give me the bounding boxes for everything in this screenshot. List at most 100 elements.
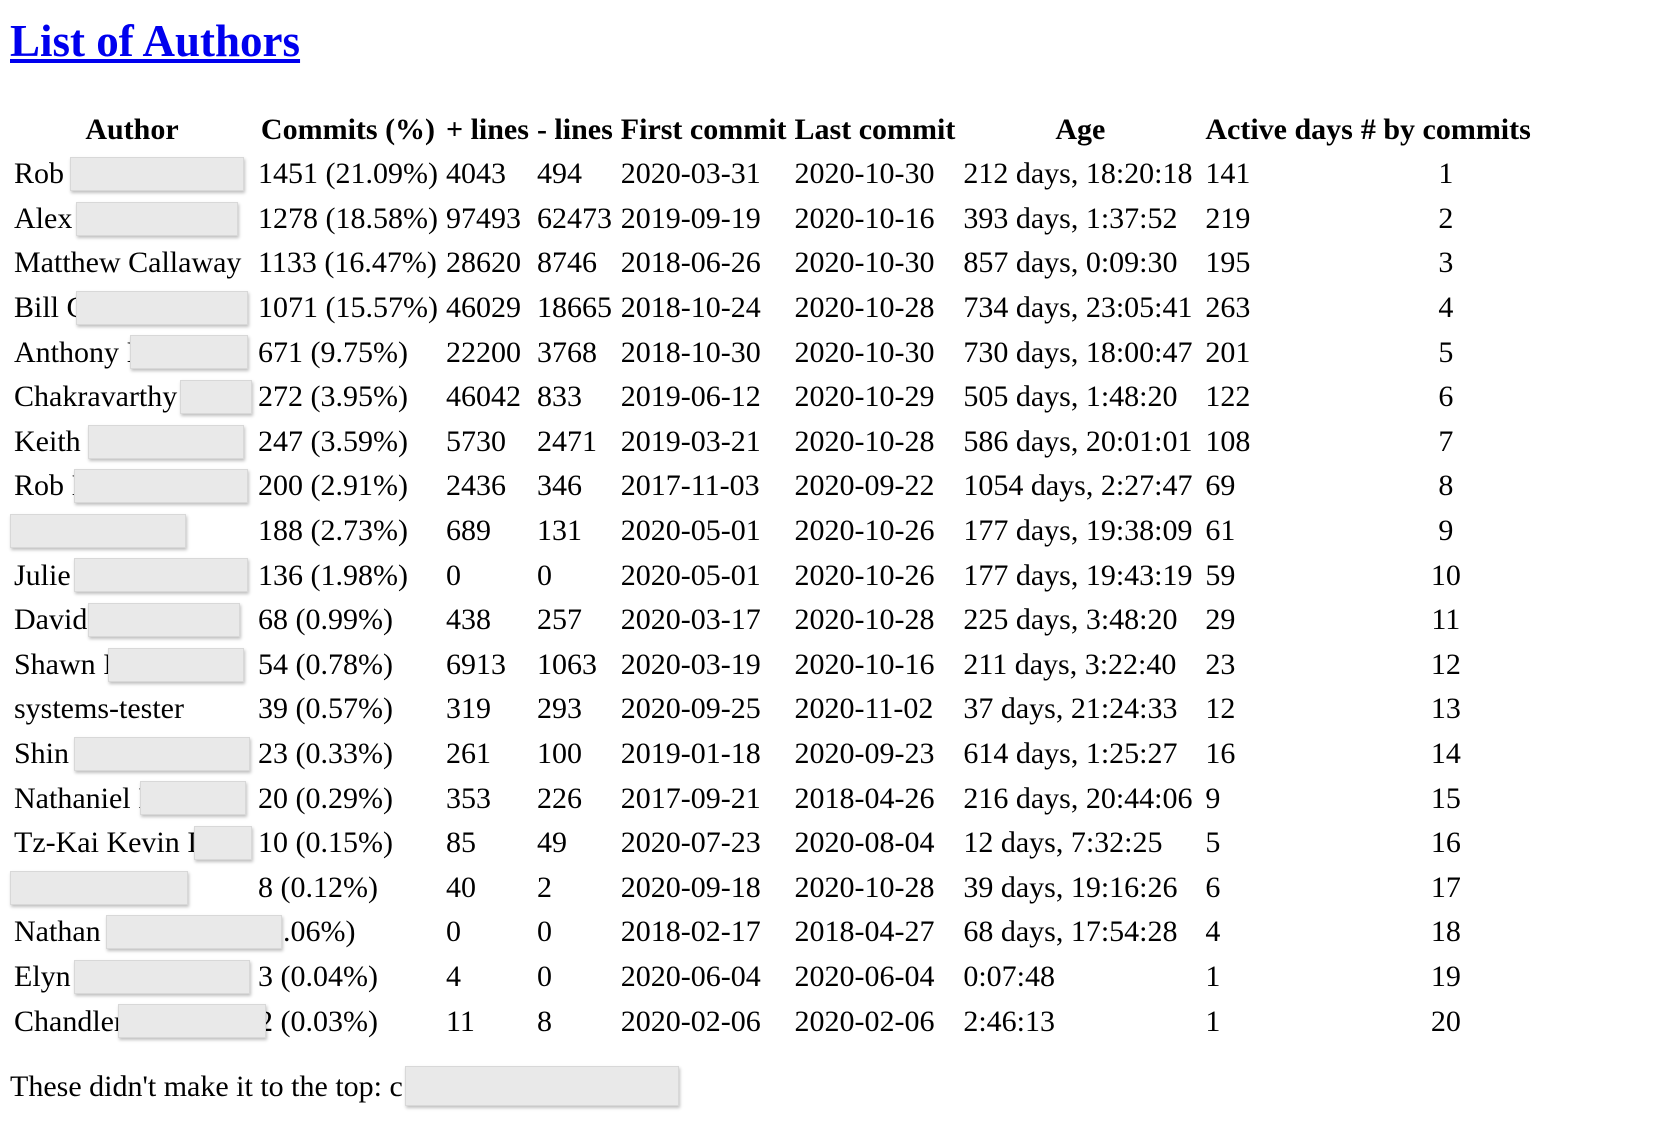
table-row: Nathaniel I 20 (0.29%) 353 226 2017-09-21 201… [10,776,1535,821]
commits-cell: 136 (1.98%) [258,558,408,592]
minus-lines-cell: 8746 [536,246,597,280]
age-cell: 2:46:13 [963,1004,1056,1038]
commits-cell: 10 (0.15%) [258,826,393,860]
redaction-box [140,781,246,816]
page-title-link[interactable]: List of Authors [10,16,301,66]
first-commit-cell: 2018-06-26 [620,246,761,280]
col-plus-lines: + lines [445,113,529,146]
last-commit-cell: 2020-10-30 [794,335,935,369]
active-days-cell: 1 [1205,959,1221,993]
plus-lines-cell: 97493 [445,201,521,235]
table-row: Rob I 200 (2.91%) 2436 346 2017-11-03 2020-09… [10,464,1535,509]
redaction-box [74,736,250,771]
table-row: Tz-Kai Kevin I 10 (0.15%) 85 49 2020-07-23 20… [10,821,1535,866]
first-commit-cell: 2019-03-21 [620,424,761,458]
author-cell: Matthew Callaway [14,246,242,280]
active-days-cell: 4 [1205,915,1221,949]
first-commit-cell: 2020-09-18 [620,870,761,904]
plus-lines-cell: 28620 [445,246,521,280]
author-cell: Elyn [10,955,254,1000]
table-row: Matthew Callaway 1133 (16.47%) 28620 8746 20… [10,241,1535,286]
rank-cell: 1 [1438,157,1454,191]
minus-lines-cell: 0 [536,558,552,592]
rank-cell: 10 [1430,558,1461,592]
active-days-cell: 29 [1205,603,1236,637]
commits-cell: 1133 (16.47%) [258,246,437,280]
minus-lines-cell: 18665 [536,291,612,325]
author-cell: Shin [10,732,254,777]
minus-lines-cell: 62473 [536,201,612,235]
col-first-commit: First commit [620,113,787,146]
rank-cell: 7 [1438,424,1454,458]
author-cell: Nathaniel I [10,776,254,821]
age-cell: 393 days, 1:37:52 [963,201,1178,235]
first-commit-cell: 2019-01-18 [620,737,761,771]
author-cell: Tz-Kai Kevin I [10,821,254,866]
last-commit-cell: 2020-11-02 [794,692,934,726]
first-commit-cell: 2018-10-24 [620,291,761,325]
first-commit-cell: 2020-05-01 [620,558,761,592]
redaction-box [130,335,248,370]
table-row: Keith I 247 (3.59%) 5730 2471 2019-03-21 2020… [10,420,1535,465]
last-commit-cell: 2020-10-26 [794,514,935,548]
minus-lines-cell: 2 [536,870,552,904]
active-days-cell: 5 [1205,826,1221,860]
redaction-box [180,379,252,414]
author-cell: David [10,598,254,643]
plus-lines-cell: 6913 [445,647,506,681]
active-days-cell: 201 [1205,335,1251,369]
age-cell: 586 days, 20:01:01 [963,424,1193,458]
last-commit-cell: 2020-10-28 [794,870,935,904]
first-commit-cell: 2018-10-30 [620,335,761,369]
redaction-box [405,1066,679,1106]
redaction-box [88,602,240,637]
first-commit-cell: 2017-09-21 [620,781,761,815]
table-row: Bill C 1071 (15.57%) 46029 18665 2018-10-24 2… [10,286,1535,331]
commits-cell: 39 (0.57%) [258,692,393,726]
author-cell: Anthony I [10,330,254,375]
footer-text: These didn't make it to the top: c [10,1070,403,1103]
author-cell: systems-tester [14,692,184,726]
commits-cell: 8 (0.12%) [258,870,378,904]
redaction-box [74,959,250,994]
rank-cell: 9 [1438,514,1454,548]
redaction-box [108,647,244,682]
table-row: David 68 (0.99%) 438 257 2020-03-17 2020-10-2… [10,598,1535,643]
rank-cell: 12 [1430,647,1461,681]
plus-lines-cell: 689 [445,514,491,548]
last-commit-cell: 2020-09-22 [794,469,935,503]
commits-cell: 54 (0.78%) [258,647,393,681]
last-commit-cell: 2020-10-28 [794,424,935,458]
active-days-cell: 59 [1205,558,1236,592]
rank-cell: 13 [1430,692,1461,726]
plus-lines-cell: 40 [445,870,476,904]
minus-lines-cell: 293 [536,692,582,726]
minus-lines-cell: 1063 [536,647,597,681]
age-cell: 505 days, 1:48:20 [963,380,1178,414]
minus-lines-cell: 0 [536,959,552,993]
redaction-box [10,870,188,905]
first-commit-cell: 2020-03-17 [620,603,761,637]
author-cell: Bill C [10,286,254,331]
last-commit-cell: 2020-10-16 [794,201,935,235]
plus-lines-cell: 353 [445,781,491,815]
active-days-cell: 122 [1205,380,1251,414]
age-cell: 37 days, 21:24:33 [963,692,1178,726]
plus-lines-cell: 46029 [445,291,521,325]
col-age: Age [1055,113,1106,146]
minus-lines-cell: 833 [536,380,582,414]
age-cell: 212 days, 18:20:18 [963,157,1193,191]
first-commit-cell: 2020-07-23 [620,826,761,860]
active-days-cell: 263 [1205,291,1251,325]
age-cell: 225 days, 3:48:20 [963,603,1178,637]
col-minus-lines: - lines [536,113,613,146]
last-commit-cell: 2020-08-04 [794,826,935,860]
redaction-box [74,558,248,593]
minus-lines-cell: 8 [536,1004,552,1038]
authors-table: Author Commits (%) + lines - lines First… [10,108,1535,1044]
rank-cell: 3 [1438,246,1454,280]
active-days-cell: 23 [1205,647,1236,681]
plus-lines-cell: 4 [445,959,461,993]
plus-lines-cell: 438 [445,603,491,637]
last-commit-cell: 2020-10-28 [794,291,935,325]
